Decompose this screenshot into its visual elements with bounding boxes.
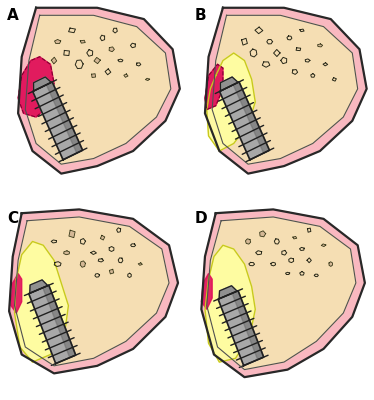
- Polygon shape: [138, 263, 142, 265]
- Polygon shape: [25, 15, 171, 164]
- Polygon shape: [100, 235, 105, 240]
- Polygon shape: [205, 245, 255, 362]
- Polygon shape: [293, 236, 297, 239]
- Text: B: B: [194, 8, 206, 23]
- Polygon shape: [205, 8, 367, 174]
- Polygon shape: [29, 285, 76, 364]
- Polygon shape: [18, 8, 180, 174]
- Polygon shape: [218, 291, 264, 366]
- Polygon shape: [318, 44, 323, 47]
- Polygon shape: [212, 15, 358, 164]
- Polygon shape: [18, 57, 54, 117]
- Polygon shape: [124, 74, 128, 77]
- Polygon shape: [15, 242, 68, 362]
- Polygon shape: [220, 82, 269, 160]
- Polygon shape: [207, 217, 356, 370]
- Polygon shape: [205, 64, 223, 110]
- Polygon shape: [9, 210, 178, 373]
- Polygon shape: [92, 74, 96, 78]
- Polygon shape: [207, 53, 255, 151]
- Polygon shape: [11, 274, 22, 313]
- Polygon shape: [30, 280, 48, 293]
- Polygon shape: [220, 77, 238, 91]
- Polygon shape: [109, 269, 114, 274]
- Polygon shape: [109, 47, 114, 52]
- Polygon shape: [321, 244, 326, 246]
- Polygon shape: [43, 285, 76, 358]
- Polygon shape: [33, 82, 83, 160]
- Text: A: A: [7, 8, 19, 23]
- Polygon shape: [232, 291, 264, 360]
- Polygon shape: [80, 261, 85, 267]
- Polygon shape: [15, 217, 169, 366]
- Polygon shape: [94, 57, 100, 64]
- Polygon shape: [34, 77, 51, 91]
- Polygon shape: [55, 40, 61, 44]
- Polygon shape: [201, 210, 365, 377]
- Polygon shape: [201, 274, 212, 309]
- Polygon shape: [69, 230, 75, 238]
- Polygon shape: [64, 251, 70, 255]
- Text: D: D: [194, 211, 207, 226]
- Polygon shape: [80, 40, 85, 43]
- Polygon shape: [46, 82, 83, 153]
- Polygon shape: [51, 57, 57, 64]
- Polygon shape: [245, 239, 251, 244]
- Text: C: C: [7, 211, 18, 226]
- Polygon shape: [219, 286, 237, 299]
- Polygon shape: [233, 82, 269, 153]
- Polygon shape: [145, 78, 150, 80]
- Polygon shape: [329, 262, 332, 266]
- Polygon shape: [260, 231, 266, 237]
